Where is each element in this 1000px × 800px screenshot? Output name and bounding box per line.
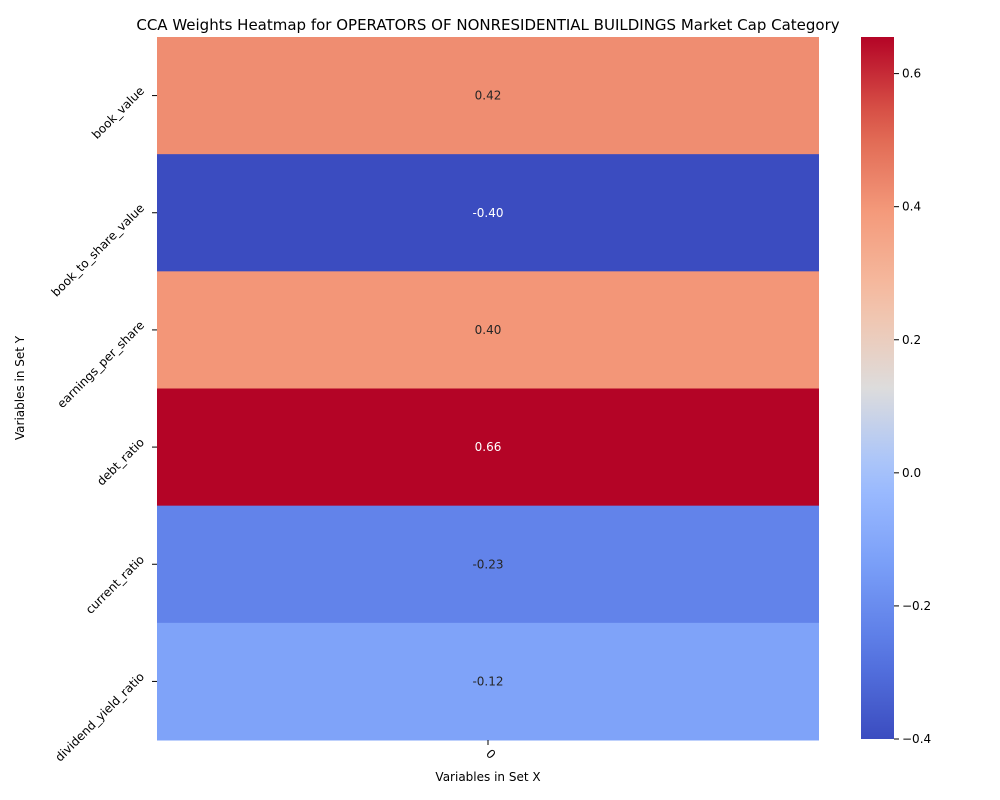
cell-value-label: 0.42 — [475, 89, 502, 103]
heatmap-cell — [157, 154, 819, 272]
colorbar-tick-label: −0.4 — [902, 732, 931, 746]
cell-value-label: -0.12 — [472, 674, 503, 688]
y-tick-label: book_to_share_value — [49, 201, 148, 300]
colorbar-tick-label: 0.0 — [902, 466, 921, 480]
colorbar-tick-label: 0.6 — [902, 67, 921, 81]
y-tick-label: dividend_yield_ratio — [52, 670, 147, 765]
y-tick-label: debt_ratio — [94, 435, 147, 488]
x-axis-ticks: 0 — [483, 740, 498, 762]
colorbar — [861, 37, 894, 739]
y-axis-ticks: book_value book_to_share_value earnings_pe… — [49, 84, 157, 765]
heatmap-cells: 0.42 -0.40 0.40 0.66 -0.23 -0.12 — [157, 37, 819, 741]
colorbar-tick-label: 0.2 — [902, 333, 921, 347]
cell-value-label: -0.40 — [472, 206, 503, 220]
chart-title: CCA Weights Heatmap for OPERATORS OF NON… — [136, 16, 839, 34]
x-tick-label: 0 — [483, 747, 498, 762]
cell-value-label: 0.40 — [475, 323, 502, 337]
y-axis-label: Variables in Set Y — [13, 335, 27, 440]
y-tick-label: earnings_per_share — [54, 318, 147, 411]
cell-value-label: 0.66 — [475, 440, 502, 454]
heatmap-cell — [157, 37, 819, 155]
cell-value-label: -0.23 — [472, 557, 503, 571]
colorbar-tick-label: −0.2 — [902, 599, 931, 613]
heatmap-cell — [157, 388, 819, 507]
heatmap-cell — [157, 271, 819, 389]
heatmap-cell — [157, 505, 819, 624]
colorbar-ticks: −0.4 −0.2 0.0 0.2 0.4 0.6 — [894, 67, 931, 746]
y-tick-label: current_ratio — [83, 552, 147, 616]
colorbar-tick-label: 0.4 — [902, 200, 921, 214]
y-tick-label: book_value — [89, 84, 147, 142]
x-axis-label: Variables in Set X — [435, 770, 540, 784]
heatmap-cell — [157, 622, 819, 741]
